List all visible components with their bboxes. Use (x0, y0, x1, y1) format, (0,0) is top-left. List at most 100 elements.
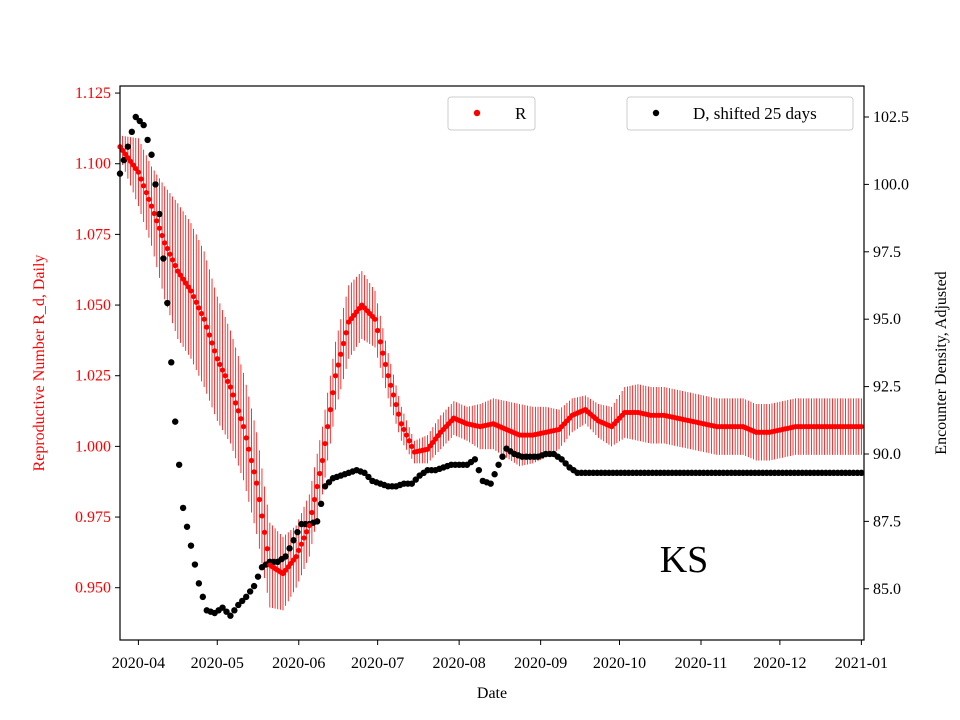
r-point (317, 470, 323, 477)
left-tick-label: 0.950 (75, 580, 111, 597)
r-point (172, 262, 178, 269)
x-tick-label: 2020-05 (191, 655, 244, 672)
r-point (133, 165, 139, 172)
d-point (471, 456, 479, 463)
r-point (311, 496, 318, 503)
legend-d: D, shifted 25 days (626, 96, 854, 131)
r-point (209, 340, 215, 346)
d-point (499, 453, 506, 460)
left-tick-label: 1.000 (75, 438, 111, 455)
legend-r-marker (473, 109, 481, 117)
r-point (177, 272, 184, 278)
legend-d-label: D, shifted 25 days (693, 104, 817, 123)
d-point (239, 597, 246, 605)
r-point (246, 446, 252, 452)
r-point (335, 362, 341, 368)
d-point (187, 542, 195, 549)
r-point (322, 440, 328, 447)
x-tick-label: 2020-07 (351, 655, 404, 672)
d-points (116, 113, 865, 619)
d-point (313, 518, 321, 525)
legend-d-box (626, 96, 854, 131)
r-point (217, 361, 223, 368)
d-point (199, 593, 207, 601)
d-point (495, 461, 502, 468)
r-point (259, 513, 265, 519)
x-tick-label: 2020-06 (272, 655, 325, 672)
legend-r-label: R (515, 104, 527, 123)
r-point (138, 176, 144, 182)
r-point (306, 522, 312, 529)
d-point (124, 143, 132, 150)
r-point (327, 407, 333, 413)
r-point (301, 535, 307, 541)
d-point (231, 607, 238, 614)
r-point (375, 327, 381, 334)
left-tick-label: 1.075 (75, 226, 111, 243)
r-point (162, 240, 168, 246)
left-tick-label: 1.025 (75, 368, 111, 385)
r-point (206, 332, 212, 338)
x-axis-ticks: 2020-04 2020-05 2020-06 2020-07 2020-08 2020-… (112, 640, 888, 672)
r-point (130, 162, 136, 168)
r-point (330, 390, 336, 396)
d-point (227, 612, 234, 619)
r-point (230, 392, 236, 398)
r-point (204, 324, 210, 330)
left-axis-ticks: 0.950 0.975 1.000 1.025 1.050 1.075 1.100 1.125 (75, 85, 120, 597)
r-point (403, 432, 410, 438)
r-point (377, 339, 383, 345)
r-point (148, 203, 155, 209)
plot-frame (119, 85, 865, 641)
r-point (154, 218, 160, 224)
r-point (858, 423, 864, 430)
r-point (185, 284, 191, 290)
left-tick-label: 1.100 (75, 156, 111, 173)
r-point (233, 400, 239, 406)
d-point (168, 359, 175, 366)
r-point (146, 196, 152, 202)
x-tick-label: 2020-10 (593, 655, 646, 672)
d-point (858, 469, 865, 477)
r-point (319, 457, 326, 464)
r-point (248, 457, 255, 464)
r-point (159, 232, 165, 239)
r-point (135, 169, 142, 175)
d-point (475, 466, 483, 474)
r-point (325, 423, 331, 430)
left-tick-label: 1.050 (75, 297, 111, 314)
r-point (201, 316, 207, 322)
r-point (372, 316, 378, 322)
d-point (172, 418, 179, 425)
x-tick-label: 2021-01 (835, 655, 888, 672)
r-point (127, 158, 134, 164)
d-point (140, 121, 147, 129)
r-point (156, 225, 163, 231)
d-point (195, 580, 203, 587)
r-point (212, 348, 218, 354)
legend-r: R (447, 96, 536, 131)
d-point (156, 210, 163, 218)
d-point (412, 476, 419, 483)
r-point (151, 210, 157, 217)
r-point (385, 373, 391, 379)
d-point (562, 460, 569, 467)
d-point (235, 601, 242, 609)
d-point (317, 500, 325, 508)
d-point (250, 582, 258, 590)
d-point (191, 561, 199, 568)
right-tick-label: 100.0 (873, 176, 909, 193)
r-point (164, 245, 170, 252)
r-point (169, 257, 176, 263)
r-point (390, 392, 397, 398)
r-point (225, 378, 231, 384)
d-point (160, 255, 167, 262)
r-point (175, 268, 181, 274)
right-axis-ticks: 85.0 87.5 90.0 92.5 95.0 97.5 100.0 102.5 (864, 109, 909, 598)
r-point (143, 189, 149, 196)
r-point (401, 426, 407, 433)
r-point (380, 350, 386, 356)
d-point (558, 456, 565, 463)
d-point (219, 604, 226, 611)
x-tick-label: 2020-12 (753, 655, 806, 672)
